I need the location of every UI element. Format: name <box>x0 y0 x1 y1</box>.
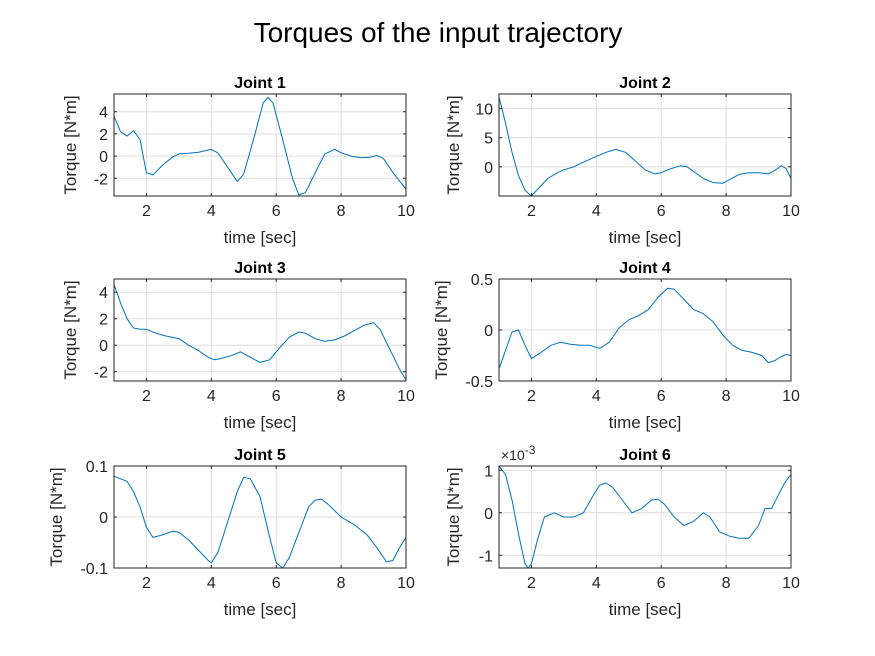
subplot-joint-3: 2 4 6 8 10 -2 0 2 4 Joint 3 time [sec] Torque [N*m] <box>61 260 415 432</box>
subplot-joint-1: 2 4 6 8 10 -2 0 2 4 Joint 1 time [sec] Torque [N*m] <box>61 75 415 247</box>
subplot-title: Joint 1 <box>234 75 286 92</box>
x-tick-label: 2 <box>527 388 536 405</box>
x-tick-label: 6 <box>657 575 666 592</box>
y-tick-label: 0.5 <box>471 272 493 289</box>
series-line-joint-5 <box>114 475 406 568</box>
series-line-joint-3 <box>114 284 406 380</box>
series-line-joint-1 <box>114 96 406 196</box>
y-tick-label: -2 <box>94 365 108 382</box>
axes-box <box>113 278 407 382</box>
series-line-joint-4 <box>499 287 791 369</box>
x-axis-label: time [sec] <box>609 228 682 247</box>
y-tick-label: 10 <box>475 102 493 119</box>
y-tick-label: 0 <box>99 149 108 166</box>
x-tick-label: 6 <box>657 388 666 405</box>
y-tick-label: 0 <box>99 338 108 355</box>
plot-area <box>499 466 791 568</box>
y-tick-label: 0 <box>99 510 108 527</box>
x-tick-label: 8 <box>722 388 731 405</box>
subplot-joint-4: 2 4 6 8 10 -0.5 0 0.5 Joint 4 time [sec] Torque [N… <box>432 260 800 432</box>
y-tick-label: 4 <box>99 105 108 122</box>
x-tick-label: 2 <box>142 203 151 220</box>
y-tick-label: 4 <box>99 285 108 302</box>
y-axis-label: Torque [N*m] <box>61 95 80 194</box>
x-tick-label: 4 <box>592 388 601 405</box>
x-tick-label: 2 <box>142 575 151 592</box>
subplot-title: Joint 6 <box>619 447 671 464</box>
y-axis-label: Torque [N*m] <box>444 95 463 194</box>
x-tick-label: 4 <box>592 575 601 592</box>
x-tick-label: 6 <box>657 203 666 220</box>
x-tick-label: 4 <box>207 388 216 405</box>
y-tick-label: -0.1 <box>80 561 108 578</box>
x-tick-label: 6 <box>272 203 281 220</box>
subplot-title: Joint 3 <box>234 260 286 277</box>
y-axis-label: Torque [N*m] <box>444 467 463 566</box>
x-tick-label: 10 <box>782 575 800 592</box>
x-tick-label: 8 <box>337 575 346 592</box>
x-tick-label: 8 <box>337 388 346 405</box>
axes-box <box>113 93 407 197</box>
x-tick-label: 6 <box>272 388 281 405</box>
y-tick-label: 1 <box>484 463 493 480</box>
x-axis-label: time [sec] <box>224 228 297 247</box>
y-axis-label: Torque [N*m] <box>432 280 451 379</box>
axes-box <box>498 93 792 197</box>
x-tick-label: 10 <box>397 388 415 405</box>
y-tick-label: 5 <box>484 131 493 148</box>
x-tick-label: 10 <box>782 203 800 220</box>
plot-area <box>499 94 791 196</box>
plot-area <box>114 279 406 381</box>
x-axis-label: time [sec] <box>224 600 297 619</box>
y-tick-label: 0.1 <box>86 459 108 476</box>
y-tick-label: -0.5 <box>465 374 493 391</box>
series-line-joint-2 <box>499 96 791 196</box>
subplot-joint-6: 2 4 6 8 10 -1 0 1 Joint 6 time [sec] Torque [N*m] ×… <box>444 443 800 619</box>
x-axis-label: time [sec] <box>224 413 297 432</box>
subplot-title: Joint 4 <box>619 260 671 277</box>
subplot-title: Joint 5 <box>234 447 286 464</box>
y-tick-label: 2 <box>99 312 108 329</box>
y-axis-exponent: ×10-3 <box>501 443 536 463</box>
x-axis-label: time [sec] <box>609 413 682 432</box>
y-axis-label: Torque [N*m] <box>47 467 66 566</box>
x-axis-label: time [sec] <box>609 600 682 619</box>
y-tick-label: 0 <box>484 506 493 523</box>
y-tick-label: 0 <box>484 160 493 177</box>
x-tick-label: 8 <box>337 203 346 220</box>
subplot-joint-2: 2 4 6 8 10 0 5 10 Joint 2 time [sec] Torque [N*m] <box>444 75 800 247</box>
x-tick-label: 4 <box>207 575 216 592</box>
y-tick-label: 2 <box>99 127 108 144</box>
y-tick-label: -1 <box>479 548 493 565</box>
y-tick-label: 0 <box>484 323 493 340</box>
figure-title: Torques of the input trajectory <box>254 17 623 48</box>
x-tick-label: 4 <box>592 203 601 220</box>
x-tick-label: 8 <box>722 575 731 592</box>
subplot-joint-5: 2 4 6 8 10 -0.1 0 0.1 Joint 5 time [sec] Torque [N… <box>47 447 415 619</box>
x-tick-label: 2 <box>142 388 151 405</box>
axes-box <box>498 465 792 569</box>
x-tick-label: 10 <box>397 575 415 592</box>
y-axis-label: Torque [N*m] <box>61 280 80 379</box>
subplot-title: Joint 2 <box>619 75 671 92</box>
x-tick-label: 6 <box>272 575 281 592</box>
plot-area <box>114 94 406 196</box>
x-tick-label: 2 <box>527 575 536 592</box>
x-tick-label: 10 <box>397 203 415 220</box>
x-tick-label: 2 <box>527 203 536 220</box>
y-tick-label: -2 <box>94 171 108 188</box>
x-tick-label: 10 <box>782 388 800 405</box>
x-tick-label: 4 <box>207 203 216 220</box>
x-tick-label: 8 <box>722 203 731 220</box>
series-line-joint-6 <box>499 466 791 568</box>
